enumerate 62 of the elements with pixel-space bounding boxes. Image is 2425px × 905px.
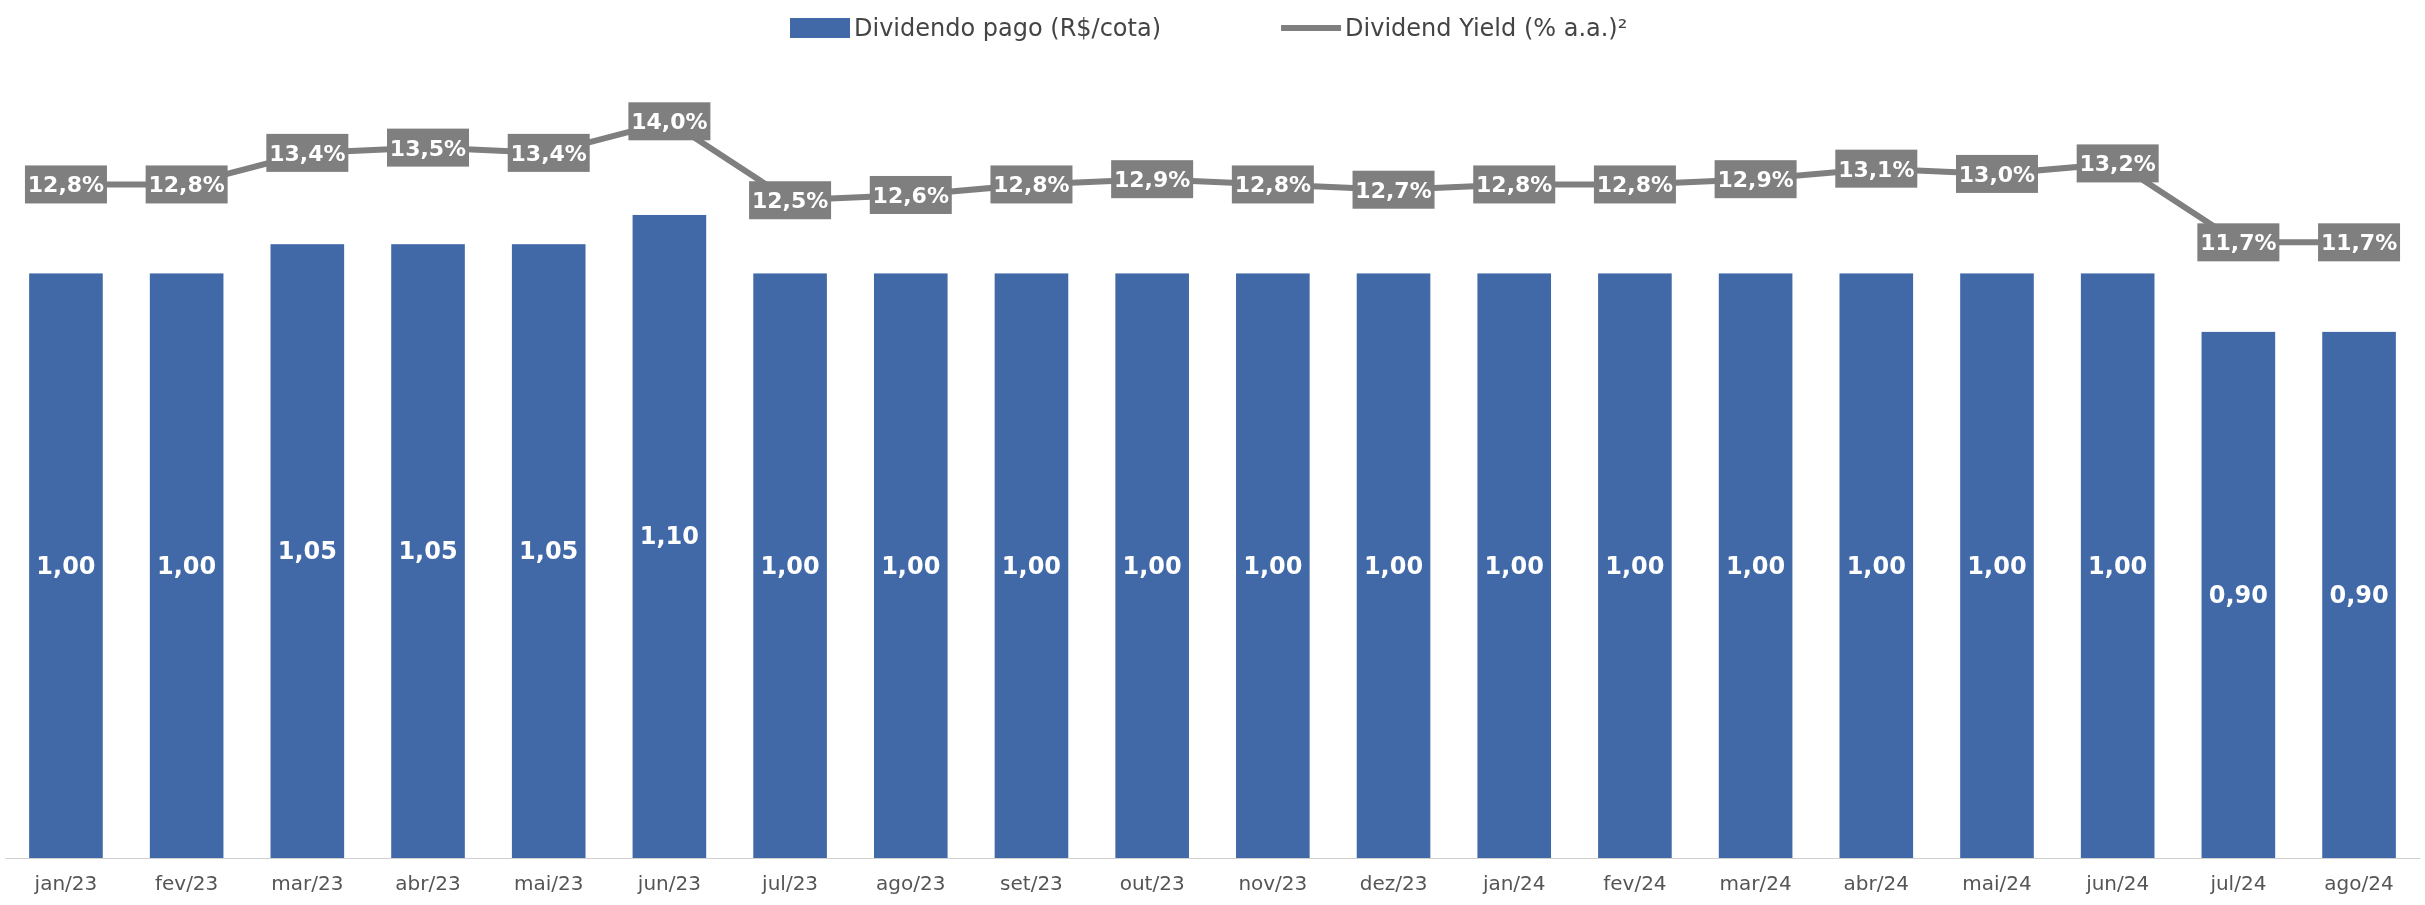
data-label: 1,00 (1605, 551, 1665, 580)
data-label: 1,00 (36, 551, 96, 580)
data-label: 1,00 (1122, 551, 1182, 580)
data-label: 1,00 (881, 551, 941, 580)
x-tick-label: jan/23 (33, 871, 98, 896)
x-tick-label: dez/23 (1359, 871, 1428, 896)
data-label: 1,00 (157, 551, 217, 580)
data-label: 1,00 (1001, 551, 1062, 580)
bar (873, 273, 948, 858)
data-label: 1,00 (1725, 551, 1786, 580)
bar (1356, 273, 1431, 858)
bar (2201, 331, 2276, 858)
x-tick-label: ago/23 (876, 871, 946, 896)
data-label: 1,00 (1243, 551, 1303, 580)
x-tick-label: jan/24 (1481, 871, 1546, 896)
data-label: 0,90 (2208, 580, 2268, 609)
x-tick-label: fev/23 (154, 871, 219, 896)
bar (1115, 273, 1189, 858)
x-tick-label: jun/24 (2085, 871, 2150, 896)
bar (149, 273, 224, 858)
data-label: 1,05 (277, 537, 337, 566)
x-tick-label: mai/23 (513, 871, 584, 896)
bar (270, 244, 345, 858)
x-tick-label: abr/24 (1843, 871, 1909, 896)
x-tick-label: nov/23 (1238, 871, 1308, 896)
x-tick-label: out/23 (1119, 871, 1185, 896)
data-label: 1,00 (760, 551, 820, 580)
legend-label: Dividend Yield (% a.a.)² (1345, 14, 1628, 42)
bar (2080, 273, 2155, 858)
data-label: 0,90 (2329, 580, 2389, 609)
x-tick-label: mar/23 (271, 871, 344, 896)
x-tick-label: jul/23 (761, 871, 819, 896)
bar (994, 273, 1069, 858)
bar (1236, 273, 1310, 858)
x-tick-label: ago/24 (2324, 871, 2394, 896)
x-tick-label: set/23 (1000, 871, 1063, 896)
bar (511, 244, 586, 858)
bar (1718, 273, 1793, 858)
data-label: 1,05 (398, 537, 458, 566)
data-label: 1,10 (639, 522, 700, 551)
legend-label: Dividendo pago (R$/cota) (854, 14, 1162, 42)
bar (29, 273, 103, 858)
data-label: 1,00 (1846, 551, 1906, 580)
data-label: 1,05 (519, 537, 579, 566)
bar (1839, 273, 1914, 858)
bar (753, 273, 827, 858)
data-label: 1,00 (1967, 551, 2027, 580)
x-tick-label: mar/24 (1719, 871, 1792, 896)
data-label: 1,00 (1484, 551, 1544, 580)
bar (1477, 273, 1552, 858)
bar (632, 214, 707, 858)
x-tick-label: fev/24 (1603, 871, 1667, 896)
data-label: 1,00 (2088, 551, 2148, 580)
x-tick-label: mai/24 (1962, 871, 2032, 896)
bar (1598, 273, 1672, 858)
x-tick-label: jul/24 (2209, 871, 2267, 896)
bar (2322, 331, 2396, 858)
bar (391, 244, 465, 858)
data-label: 1,00 (1363, 551, 1424, 580)
x-tick-label: jun/23 (636, 871, 701, 896)
x-tick-label: abr/23 (395, 871, 461, 896)
bar (1960, 273, 2034, 858)
